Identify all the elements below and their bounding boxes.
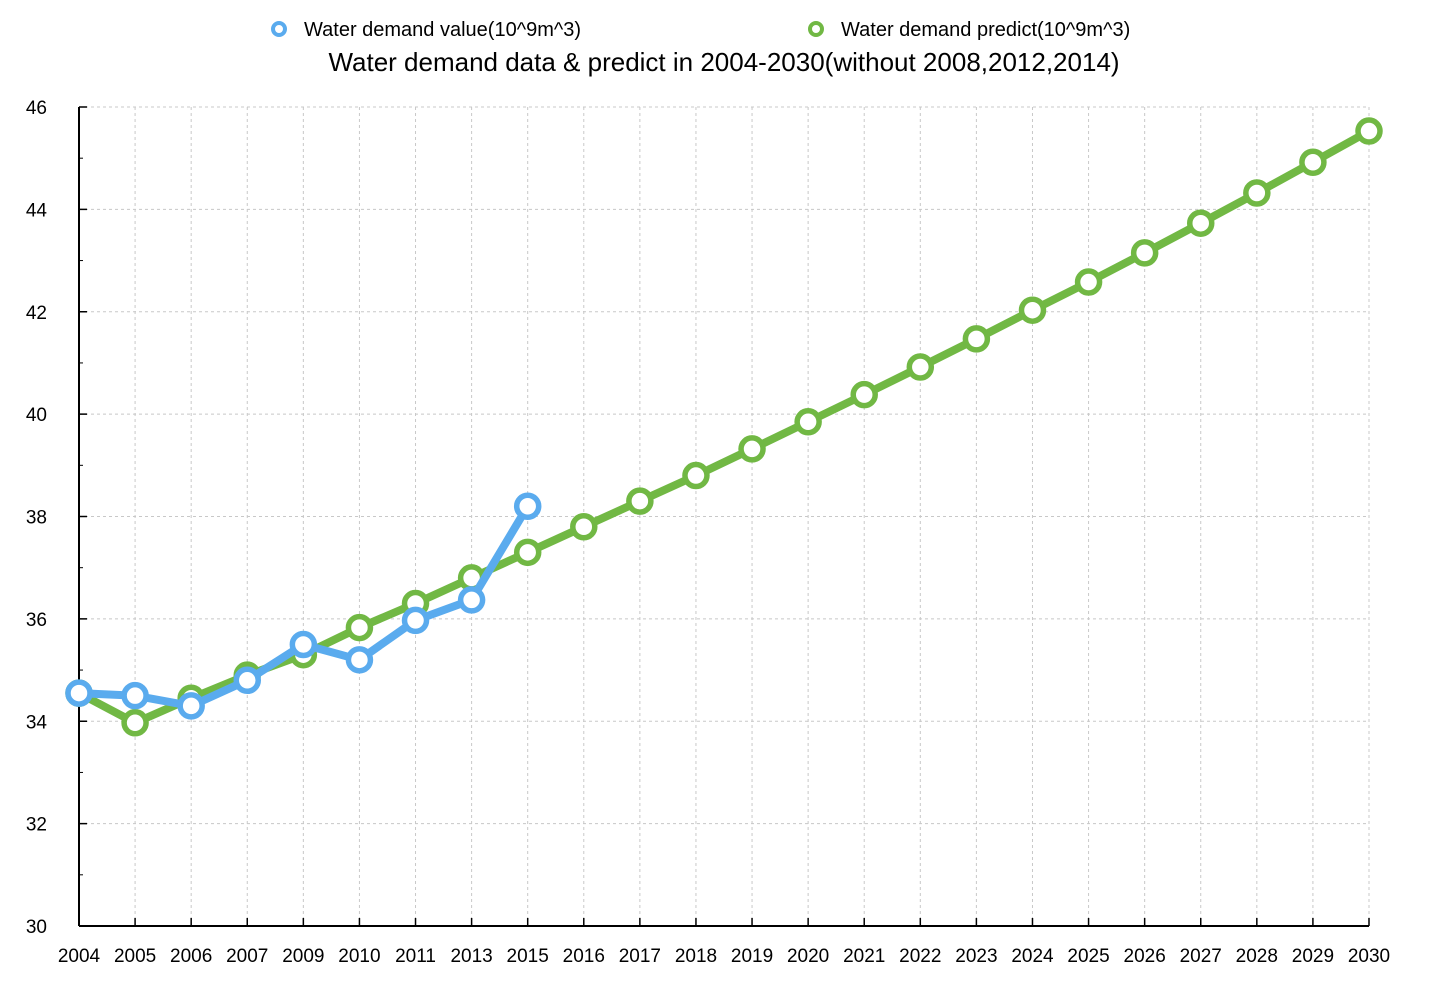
data-point <box>121 681 149 710</box>
data-point <box>401 606 430 635</box>
x-tick-label: 2030 <box>1348 946 1390 967</box>
data-point <box>1299 148 1327 177</box>
y-axis-ticks: 30 32 34 36 38 40 42 44 46 <box>26 98 87 938</box>
data-point <box>1018 296 1047 324</box>
x-tick-label: 2016 <box>563 946 605 967</box>
data-point <box>1243 179 1271 207</box>
y-tick-label: 40 <box>26 405 47 426</box>
x-tick-label: 2005 <box>114 946 156 967</box>
data-point <box>513 492 542 521</box>
data-point <box>626 487 654 515</box>
y-tick-label: 34 <box>26 712 48 733</box>
x-tick-label: 2025 <box>1067 946 1109 967</box>
data-point <box>457 586 486 614</box>
data-point <box>513 538 542 567</box>
legend-marker-predict <box>808 21 824 37</box>
x-tick-label: 2026 <box>1124 946 1166 967</box>
data-point <box>738 435 766 463</box>
data-point <box>233 666 262 695</box>
data-point <box>850 380 878 409</box>
x-tick-label: 2027 <box>1180 946 1222 967</box>
x-tick-label: 2024 <box>1011 946 1054 967</box>
series-value <box>65 492 542 720</box>
y-tick-label: 42 <box>26 303 47 324</box>
x-tick-label: 2009 <box>282 946 324 967</box>
x-tick-label: 2018 <box>675 946 717 967</box>
x-tick-label: 2019 <box>731 946 773 967</box>
x-axis-ticks: 2004 2005 2006 2007 2009 2010 2011 2013 2015 2016… <box>58 918 1390 967</box>
x-tick-label: 2029 <box>1292 946 1334 967</box>
x-tick-label: 2023 <box>955 946 997 967</box>
legend: Water demand value(10^9m^3) Water demand… <box>271 19 1130 41</box>
x-tick-label: 2020 <box>787 946 829 967</box>
x-tick-label: 2007 <box>226 946 268 967</box>
data-point <box>1074 268 1103 296</box>
legend-label-value: Water demand value(10^9m^3) <box>304 19 581 41</box>
data-point <box>177 692 205 720</box>
data-point <box>906 353 935 381</box>
grid <box>79 106 1370 926</box>
x-tick-label: 2013 <box>450 946 492 967</box>
data-point <box>1186 209 1215 237</box>
chart-title: Water demand data & predict in 2004-2030… <box>328 47 1119 77</box>
y-tick-label: 46 <box>26 98 47 119</box>
legend-label-predict: Water demand predict(10^9m^3) <box>841 19 1130 41</box>
data-point <box>682 461 710 490</box>
data-point <box>962 325 991 353</box>
x-tick-label: 2021 <box>843 946 885 967</box>
y-tick-label: 44 <box>26 200 48 221</box>
data-point <box>345 613 374 642</box>
data-point <box>121 709 149 737</box>
legend-marker-value <box>271 21 287 37</box>
data-point <box>794 408 822 436</box>
x-tick-label: 2004 <box>58 946 101 967</box>
data-point <box>570 512 598 541</box>
data-point <box>65 679 93 707</box>
y-tick-label: 36 <box>26 610 47 631</box>
y-tick-label: 38 <box>26 508 47 529</box>
x-tick-label: 2015 <box>507 946 549 967</box>
data-point <box>1355 117 1383 145</box>
x-tick-label: 2006 <box>170 946 212 967</box>
data-point <box>289 630 318 659</box>
series-layer <box>65 117 1383 737</box>
x-tick-label: 2022 <box>899 946 941 967</box>
data-point <box>1130 239 1159 267</box>
x-tick-label: 2028 <box>1236 946 1278 967</box>
x-tick-label: 2010 <box>338 946 380 967</box>
x-tick-label: 2011 <box>395 946 436 967</box>
y-tick-label: 32 <box>26 815 47 836</box>
series-predict <box>65 117 1383 737</box>
x-tick-label: 2017 <box>619 946 661 967</box>
y-tick-label: 30 <box>26 917 47 938</box>
data-point <box>345 646 374 674</box>
series-line <box>75 127 1373 727</box>
